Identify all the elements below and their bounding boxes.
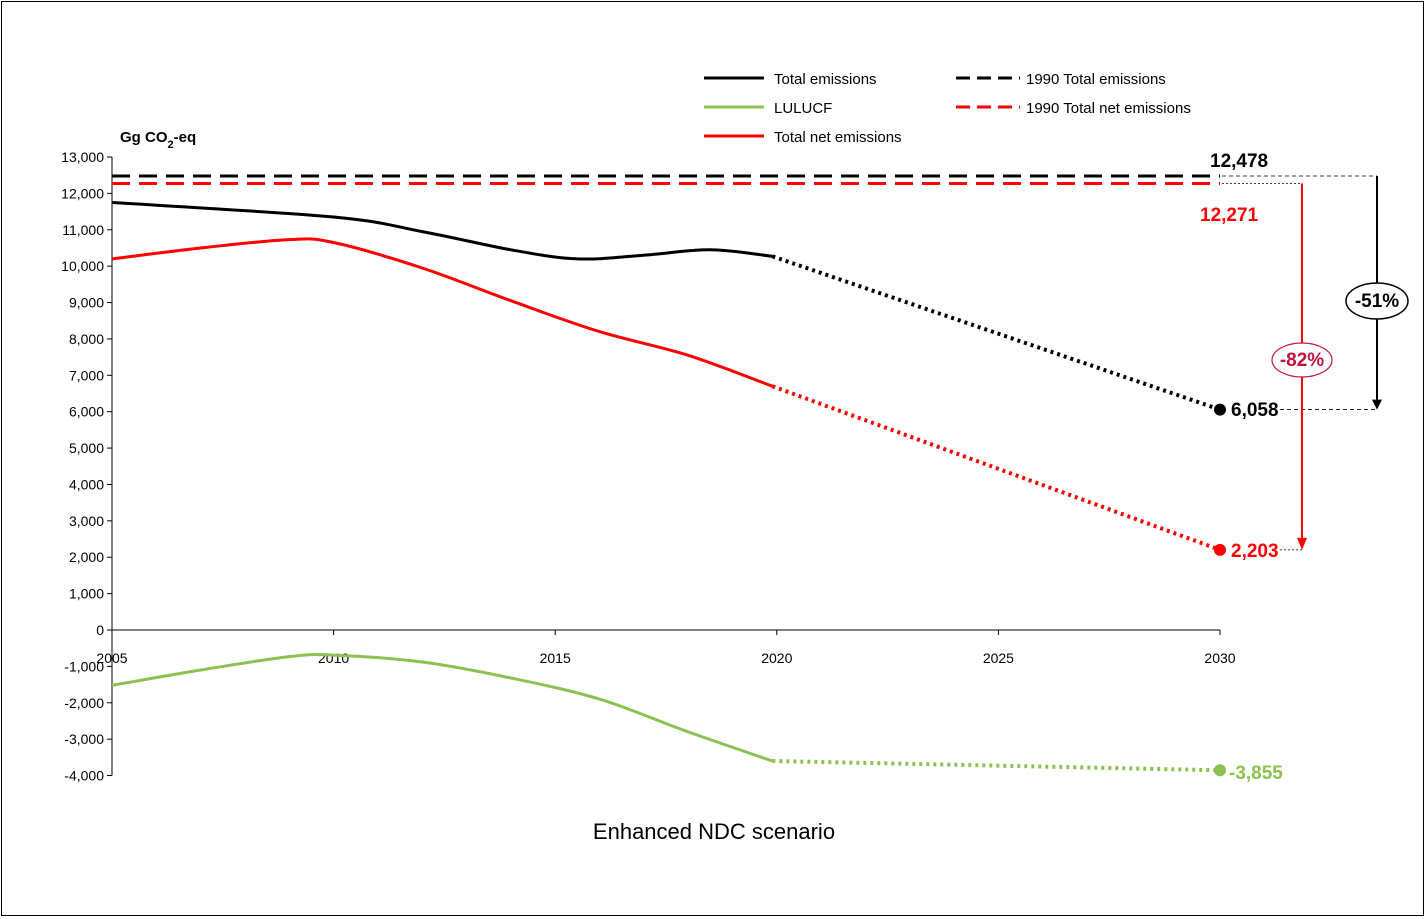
- legend-label-1990-net: 1990 Total net emissions: [1026, 100, 1191, 117]
- label-2030-lulucf: -3,855: [1229, 763, 1283, 784]
- label-1990-net: 12,271: [1200, 205, 1259, 226]
- series-total-net-emissions-historical: [111, 237, 773, 388]
- y-tick-label: -1,000: [64, 658, 104, 674]
- series-lines: [111, 174, 1221, 773]
- series-lulucf-projection: [772, 758, 1221, 773]
- y-tick-label: 3,000: [69, 513, 104, 529]
- series-total-net-emissions-projection: [771, 384, 1221, 552]
- legend-label-1990-total: 1990 Total emissions: [1026, 71, 1166, 88]
- y-tick-label: 1,000: [69, 586, 104, 602]
- x-tick-label: 2010: [318, 650, 349, 666]
- x-tick-label: 2025: [983, 650, 1014, 666]
- arrow-total-head: [1372, 399, 1382, 410]
- x-tick-label: 2020: [761, 650, 792, 666]
- label-2030-total: 6,058: [1231, 400, 1279, 421]
- y-tick-label: 4,000: [69, 476, 104, 492]
- x-tick-label: 2005: [96, 650, 127, 666]
- marker-2030-lulucf: [1214, 764, 1226, 777]
- y-tick-label: -3,000: [64, 731, 104, 747]
- label-2030-net: 2,203: [1231, 541, 1279, 562]
- y-tick-label: 10,000: [61, 258, 104, 274]
- y-tick-label: 7,000: [69, 367, 104, 383]
- y-tick-label: 13,000: [61, 149, 104, 165]
- y-tick-label: 0: [96, 622, 104, 638]
- y-tick-label: 6,000: [69, 404, 104, 420]
- arrow-net-head: [1297, 537, 1307, 550]
- endpoint-markers: [1214, 403, 1226, 777]
- y-tick-labels: 13,000 12,000 11,000 10,000 9,000 8,000 7,000 6…: [61, 149, 104, 784]
- badge-total-reduction-outline: [1345, 282, 1409, 320]
- legend-label-lulucf: LULUCF: [774, 100, 832, 117]
- label-1990-total: 12,478: [1210, 151, 1268, 172]
- legend: Total emissions LULUCF Total net emissio…: [704, 71, 1191, 146]
- series-total-emissions-projection: [771, 254, 1221, 412]
- badge-net-reduction: -82%: [1271, 342, 1333, 378]
- series-total-emissions-historical: [111, 201, 773, 261]
- axes: [107, 156, 1221, 777]
- y-tick-label: 5,000: [69, 440, 104, 456]
- badge-net-reduction-text: -82%: [1280, 350, 1324, 371]
- y-tick-label: -4,000: [64, 768, 104, 784]
- x-tick-label: 2015: [540, 650, 571, 666]
- y-tick-label: 8,000: [69, 331, 104, 347]
- y-tick-label: 11,000: [62, 222, 104, 238]
- y-tick-label: 9,000: [69, 295, 104, 311]
- chart-caption: Enhanced NDC scenario: [593, 819, 835, 844]
- legend-label-total-emissions: Total emissions: [774, 71, 877, 88]
- y-tick-label: 12,000: [61, 185, 104, 201]
- legend-label-total-net-emissions: Total net emissions: [774, 129, 902, 146]
- badge-net-reduction-outline: [1271, 342, 1333, 378]
- y-axis-label: Gg CO2-eq: [120, 129, 196, 151]
- x-tick-label: 2030: [1204, 650, 1235, 666]
- y-tick-label: 2,000: [69, 549, 104, 565]
- badge-total-reduction-text: -51%: [1355, 291, 1399, 312]
- y-tick-label: -2,000: [64, 695, 104, 711]
- marker-2030-total-net-emissions: [1214, 543, 1226, 556]
- marker-2030-total-emissions: [1214, 403, 1226, 416]
- series-lulucf-historical: [111, 653, 773, 763]
- badge-total-reduction: -51%: [1345, 282, 1409, 320]
